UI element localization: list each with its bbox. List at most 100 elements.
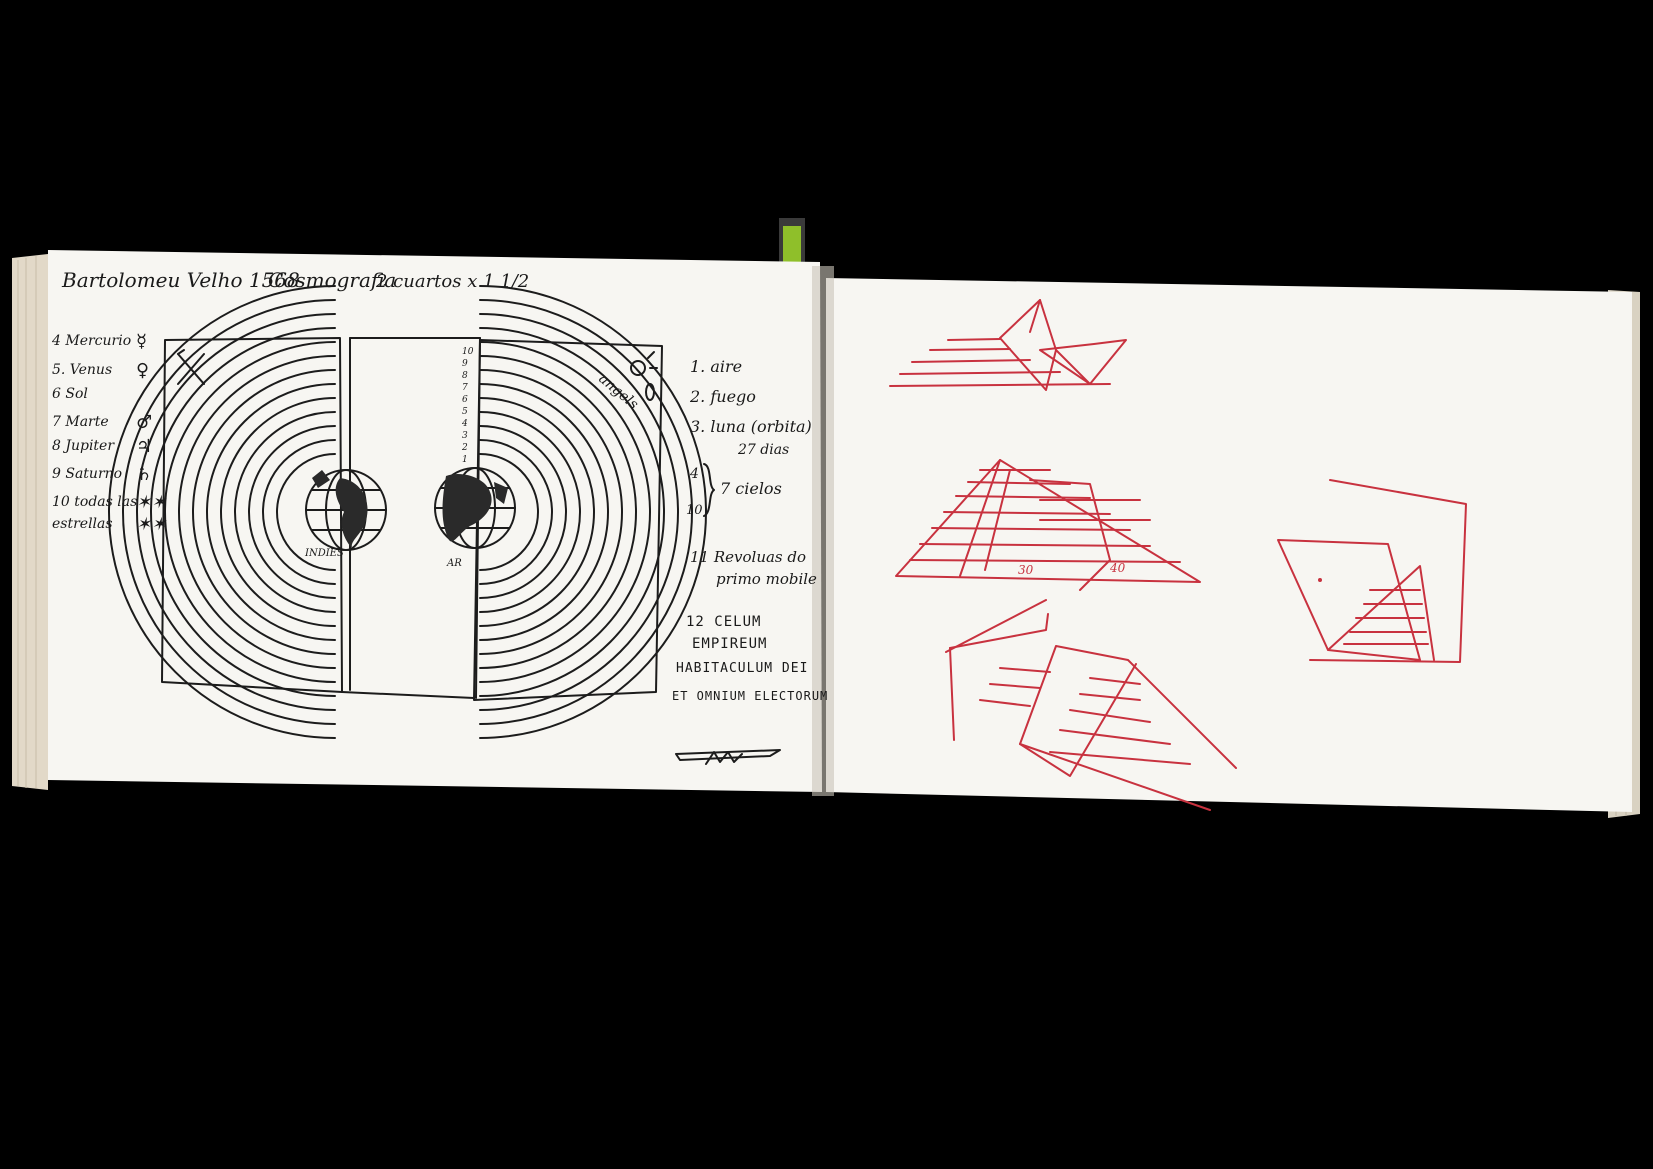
- header-subject: Cosmografia: [268, 268, 396, 292]
- planet-entry: 9 Saturno: [52, 466, 122, 482]
- axis-number: 1: [462, 455, 468, 465]
- right-sphere-arc: [479, 453, 539, 571]
- left-sphere-arc: [136, 313, 336, 711]
- axis-number: 7: [462, 383, 468, 393]
- sphere-item-12c: HABITACULUM DEI: [676, 661, 808, 676]
- sphere-item-11b: primo mobile: [716, 570, 817, 588]
- left-sphere-arc: [206, 383, 336, 641]
- right-sphere-arc: [479, 411, 581, 613]
- axis-number: 3: [462, 431, 468, 441]
- planet-entry: 8 Jupiter: [52, 438, 115, 454]
- axis-number: 5: [462, 407, 468, 417]
- sphere-axis-numbers: 1 2 3 4 5 6 7 8 9 10: [461, 347, 474, 465]
- sphere-item-1: 1. aire: [690, 357, 742, 376]
- right-sphere-arc: [479, 341, 651, 683]
- right-sphere-arc: [479, 285, 707, 739]
- right-sphere-arc: [479, 369, 623, 655]
- planet-entry: 4 Mercurio: [51, 333, 131, 349]
- sketch-top-pyramid: [889, 299, 1127, 391]
- hatch-line: [967, 481, 1071, 485]
- globe-right-label: AR: [446, 558, 462, 569]
- hatch-line: [943, 511, 1111, 515]
- right-sphere-arc: [479, 425, 567, 599]
- left-sphere-arc: [248, 425, 336, 599]
- left-page: [48, 250, 822, 792]
- left-sphere-arc: [234, 411, 336, 613]
- right-sphere-arc: [479, 397, 595, 627]
- globe-left-label: INDIES: [304, 548, 344, 559]
- right-sphere-arc: [479, 299, 693, 725]
- sketch-bottom-pyramid: [945, 599, 1237, 811]
- axis-number: 9: [462, 359, 468, 369]
- hatch-line: [1089, 677, 1141, 685]
- hatch-line: [1059, 729, 1171, 745]
- header-size-note: 2 cuartos x 1 1/2: [375, 271, 529, 292]
- planet-entry: estrellas: [52, 516, 113, 532]
- axis-number: 4: [461, 419, 468, 429]
- axis-number: 2: [461, 443, 468, 453]
- hatch-line: [1069, 709, 1151, 723]
- right-sphere-arc: [479, 327, 665, 697]
- planet-symbol: ♂: [136, 412, 152, 433]
- right-globe: [434, 467, 516, 549]
- axis-number: 6: [462, 395, 468, 405]
- right-sphere-arc: [479, 355, 637, 669]
- right-sphere-arc: [479, 313, 679, 711]
- sketch-number-30: 30: [1018, 563, 1034, 577]
- left-globe: [305, 469, 387, 551]
- axis-number: 8: [462, 371, 468, 381]
- left-sphere-arc: [164, 341, 336, 683]
- hatch-line: [999, 667, 1051, 673]
- sun-face-icon: [630, 351, 658, 401]
- hatch-line: [955, 495, 1091, 499]
- left-sphere-arc: [192, 369, 336, 655]
- sphere-item-11a: 11 Revoluas do: [690, 548, 806, 566]
- sphere-item-3-days: 27 dias: [737, 442, 789, 458]
- signature-scribble: [675, 749, 781, 765]
- planet-symbol: ☿: [136, 331, 147, 352]
- axis-number: 10: [462, 347, 474, 357]
- right-concentric-spheres: [479, 285, 707, 739]
- sketch-large-pyramid: 30 40: [895, 459, 1201, 591]
- sketch-number-40: 40: [1109, 561, 1126, 575]
- left-sphere-arc: [220, 397, 336, 627]
- sphere-range-label: 7 cielos: [720, 479, 782, 498]
- left-sphere-arc: [108, 285, 336, 739]
- left-sphere-arc: [262, 439, 336, 585]
- sphere-item-3: 3. luna (orbita): [690, 417, 812, 436]
- spheres-list: 1. aire 2. fuego 3. luna (orbita) 27 dia…: [672, 357, 828, 703]
- right-page: [826, 278, 1632, 812]
- hatch-line: [931, 527, 1131, 531]
- hatch-line: [1079, 693, 1141, 701]
- planet-entry: 5. Venus: [52, 362, 112, 378]
- hatch-line: [989, 683, 1041, 689]
- right-sphere-arc: [479, 439, 553, 585]
- planet-symbol: ♀: [136, 360, 149, 381]
- sphere-item-12b: EMPIREUM: [692, 636, 767, 652]
- planet-entry: 7 Marte: [52, 414, 109, 430]
- planet-entry: 6 Sol: [52, 386, 88, 402]
- planet-entry: 10 todas las: [52, 494, 137, 510]
- book-gutter: [812, 266, 834, 796]
- sketch-side-frame: [1277, 479, 1467, 663]
- right-sphere-arc: [479, 383, 609, 641]
- left-concentric-spheres: [108, 285, 336, 739]
- sphere-item-12d: ET OMNIUM ELECTORUM: [672, 689, 828, 703]
- sphere-item-2: 2. fuego: [689, 387, 756, 406]
- sphere-range-top: 4: [689, 466, 699, 482]
- left-sphere-arc: [178, 355, 336, 669]
- hatch-line: [1049, 751, 1191, 765]
- left-sphere-arc: [150, 327, 336, 697]
- sphere-item-12a: 12 CELUM: [686, 614, 761, 630]
- header-author-date: Bartolomeu Velho 1568: [61, 268, 300, 292]
- left-sphere-arc: [276, 453, 336, 571]
- header-line: Bartolomeu Velho 1568 Cosmografia 2 cuar…: [61, 268, 529, 292]
- planet-symbol: ♃: [136, 436, 152, 457]
- left-sphere-arc: [122, 299, 336, 725]
- hatch-line: [909, 559, 1181, 563]
- hatch-line: [979, 699, 1031, 707]
- sphere-range-bottom: 10: [686, 503, 703, 518]
- planet-list: 4 Mercurio ☿ 5. Venus ♀ 6 Sol 7 Marte ♂ 8 Jupit…: [51, 331, 167, 535]
